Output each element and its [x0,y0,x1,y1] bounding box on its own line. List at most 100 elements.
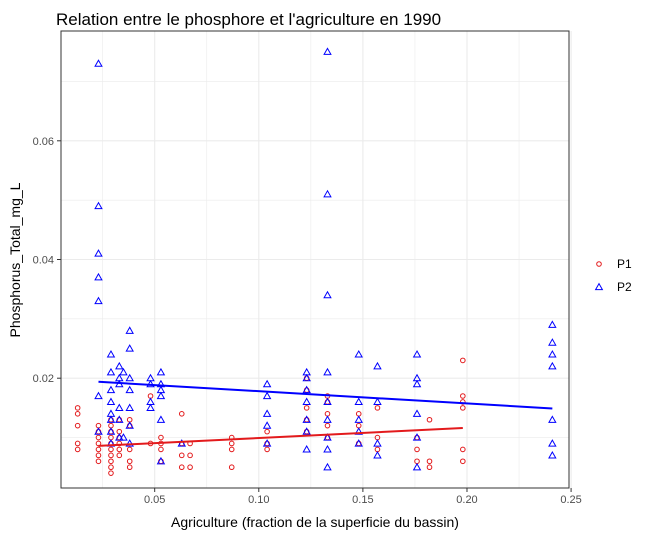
data-point-p2 [302,445,311,453]
legend-label-p2: P2 [617,280,632,294]
data-point-p2 [94,249,103,257]
data-point-p2 [373,450,382,459]
data-point-p2 [106,385,116,394]
data-point-p2 [106,427,116,435]
data-point-p1 [108,470,114,476]
data-point-p2 [262,391,272,400]
data-point-p1 [74,405,81,411]
data-point-p1 [460,357,466,364]
data-point-p1 [116,452,123,459]
data-point-p2 [262,409,272,417]
trend-lines [98,380,553,447]
data-point-p2 [262,439,272,447]
data-point-p2 [125,439,134,447]
data-point-p2 [156,415,166,423]
data-point-p1 [108,446,114,453]
x-axis-ticks: 0.05 0.10 0.15 0.20 0.25 [144,488,582,506]
data-point-p2 [548,450,557,459]
x-tick-label: 0.15 [352,494,373,506]
data-point-p2 [354,397,363,406]
data-point-p1 [264,446,270,453]
legend-key-p1 [596,261,602,267]
data-point-p2 [115,415,124,423]
data-point-p2 [125,373,134,382]
data-point-p2 [262,379,272,388]
data-point-p2 [125,403,134,411]
data-point-p2 [125,326,134,334]
data-point-p1 [187,464,193,471]
data-point-p2 [412,462,422,471]
data-point-p2 [323,367,332,376]
data-point-p2 [548,320,557,328]
data-point-p2 [354,415,363,423]
data-point-p2 [302,397,311,406]
y-axis-title: Phosphorus_Total_mg_L [7,182,23,337]
data-point-p1 [228,464,235,471]
y-tick-label: 0.02 [33,373,54,385]
data-point-p1 [74,446,81,453]
data-point-p2 [119,433,128,441]
data-point-p2 [373,439,382,447]
data-point-p2 [323,47,332,55]
data-point-p2 [302,427,311,435]
data-point-p2 [323,415,332,423]
data-point-p1 [108,452,114,459]
x-tick-label: 0.05 [144,494,165,506]
data-point-p1 [178,411,185,417]
data-point-p2 [354,439,363,447]
data-point-p2 [354,350,363,358]
data-point-p1 [178,464,185,471]
data-point-p2 [106,350,116,358]
data-point-p1 [324,422,331,429]
data-point-p2 [94,201,103,210]
data-point-p2 [302,373,311,382]
data-point-p1 [126,464,133,471]
data-point-p1 [460,458,466,465]
data-point-p2 [323,189,332,198]
data-point-p1 [426,464,433,471]
data-point-p2 [94,391,103,400]
data-point-p2 [119,367,128,376]
data-point-p1 [460,446,466,453]
data-point-p1 [187,452,193,459]
chart-title: Relation entre le phosphore et l'agricul… [56,10,441,29]
trend-line-p1 [98,427,463,447]
data-point-p2 [302,415,311,423]
data-point-p1 [460,405,466,411]
data-point-p1 [95,446,102,453]
data-point-p2 [156,456,166,465]
data-point-p1 [108,464,114,471]
x-tick-label: 0.25 [560,494,581,506]
data-point-p2 [115,433,124,441]
grid-major [61,31,572,488]
data-point-p1 [158,446,164,453]
data-point-p2 [548,338,557,346]
data-point-p2 [115,361,124,370]
data-point-p1 [158,434,164,441]
x-tick-label: 0.10 [248,494,269,506]
data-point-p1 [228,440,235,447]
data-point-p1 [95,434,102,441]
data-point-p2 [323,462,332,471]
data-point-p2 [412,433,422,441]
data-points [74,47,557,476]
data-point-p2 [412,350,422,358]
data-point-p1 [126,458,133,465]
data-point-p1 [426,416,433,423]
data-point-p1 [374,405,381,411]
data-point-p2 [146,403,155,411]
data-point-p1 [126,446,133,453]
data-point-p2 [548,415,557,423]
data-point-p2 [106,367,116,376]
data-point-p1 [426,458,433,465]
data-point-p2 [94,272,103,281]
data-point-p1 [74,440,81,447]
trend-line-p2 [98,380,553,410]
data-point-p2 [548,350,557,358]
data-point-p2 [106,415,116,423]
data-point-p2 [94,427,103,435]
data-point-p2 [412,409,422,417]
data-point-p2 [354,427,363,435]
data-point-p1 [95,452,102,459]
